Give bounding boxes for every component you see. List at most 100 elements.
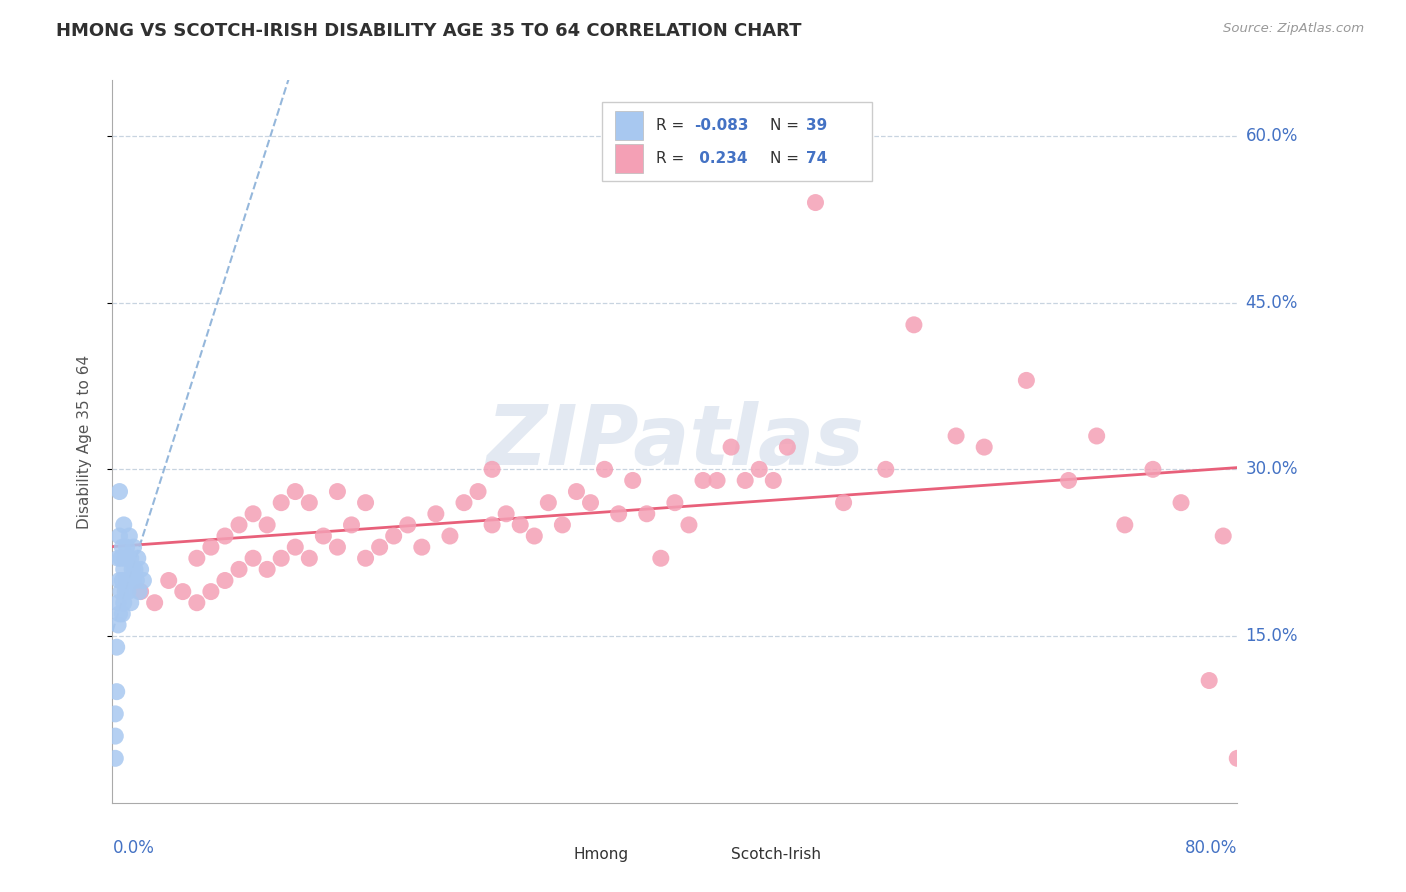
Point xyxy=(105,640,128,655)
Point xyxy=(124,562,146,576)
Point xyxy=(172,584,194,599)
Point xyxy=(200,584,222,599)
Point xyxy=(118,574,141,588)
Point xyxy=(200,540,222,554)
Point xyxy=(110,551,132,566)
Point xyxy=(720,440,742,454)
Point xyxy=(157,574,180,588)
Point xyxy=(340,517,363,532)
Bar xyxy=(616,112,644,140)
Point xyxy=(650,551,672,566)
Point xyxy=(1114,517,1136,532)
Point xyxy=(326,484,349,499)
Text: N =: N = xyxy=(770,151,804,166)
Text: HMONG VS SCOTCH-IRISH DISABILITY AGE 35 TO 64 CORRELATION CHART: HMONG VS SCOTCH-IRISH DISABILITY AGE 35 … xyxy=(56,22,801,40)
Point xyxy=(832,496,855,510)
Point xyxy=(186,551,208,566)
Point xyxy=(1085,429,1108,443)
Point xyxy=(242,507,264,521)
Point xyxy=(104,706,127,721)
Point xyxy=(368,540,391,554)
Text: 30.0%: 30.0% xyxy=(1246,460,1298,478)
Point xyxy=(110,584,132,599)
Point xyxy=(122,574,145,588)
Point xyxy=(111,574,134,588)
Point xyxy=(108,484,131,499)
Text: 0.0%: 0.0% xyxy=(112,838,155,857)
Point xyxy=(108,607,131,621)
Point xyxy=(284,484,307,499)
Point xyxy=(256,562,278,576)
Text: 0.234: 0.234 xyxy=(695,151,748,166)
Point xyxy=(551,517,574,532)
Point xyxy=(636,507,658,521)
Point xyxy=(104,751,127,765)
Point xyxy=(1198,673,1220,688)
Point xyxy=(748,462,770,476)
Point xyxy=(118,529,141,543)
Point xyxy=(186,596,208,610)
Point xyxy=(120,596,142,610)
Point xyxy=(804,195,827,210)
Text: Scotch-Irish: Scotch-Irish xyxy=(731,847,821,863)
Point xyxy=(108,574,131,588)
Point xyxy=(579,496,602,510)
Point xyxy=(354,551,377,566)
Point xyxy=(692,474,714,488)
Point xyxy=(228,562,250,576)
Point xyxy=(776,440,799,454)
Point xyxy=(706,474,728,488)
Point xyxy=(107,551,129,566)
Point xyxy=(121,562,143,576)
Point xyxy=(125,574,148,588)
Point xyxy=(973,440,995,454)
Bar xyxy=(616,144,644,173)
Point xyxy=(127,551,149,566)
Bar xyxy=(697,843,723,866)
Point xyxy=(105,684,128,698)
Text: N =: N = xyxy=(770,119,804,133)
Point xyxy=(242,551,264,566)
Point xyxy=(1212,529,1234,543)
Point xyxy=(115,540,138,554)
Point xyxy=(214,529,236,543)
Point xyxy=(117,584,139,599)
Point xyxy=(495,507,517,521)
Point xyxy=(734,474,756,488)
Point xyxy=(1142,462,1164,476)
Text: ZIPatlas: ZIPatlas xyxy=(486,401,863,482)
Point xyxy=(903,318,925,332)
Point xyxy=(107,618,129,632)
Point xyxy=(112,517,135,532)
Point xyxy=(108,529,131,543)
Point xyxy=(117,551,139,566)
Text: R =: R = xyxy=(655,119,689,133)
Point xyxy=(114,551,136,566)
Point xyxy=(122,540,145,554)
Point xyxy=(396,517,419,532)
Point xyxy=(270,551,292,566)
Point xyxy=(132,574,155,588)
Point xyxy=(1057,474,1080,488)
Point xyxy=(481,517,503,532)
Point xyxy=(256,517,278,532)
Point xyxy=(326,540,349,554)
Point xyxy=(481,462,503,476)
Point xyxy=(298,496,321,510)
Point xyxy=(228,517,250,532)
Y-axis label: Disability Age 35 to 64: Disability Age 35 to 64 xyxy=(77,354,91,529)
Point xyxy=(284,540,307,554)
Bar xyxy=(540,843,565,866)
Point xyxy=(411,540,433,554)
Point xyxy=(112,562,135,576)
Point xyxy=(945,429,967,443)
Point xyxy=(111,540,134,554)
Text: 15.0%: 15.0% xyxy=(1246,627,1298,645)
Point xyxy=(111,607,134,621)
Point xyxy=(621,474,644,488)
Text: 80.0%: 80.0% xyxy=(1185,838,1237,857)
Point xyxy=(107,596,129,610)
Point xyxy=(593,462,616,476)
Point xyxy=(607,507,630,521)
Text: 74: 74 xyxy=(807,151,828,166)
